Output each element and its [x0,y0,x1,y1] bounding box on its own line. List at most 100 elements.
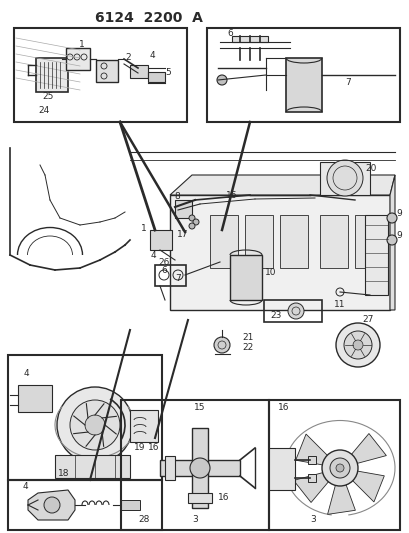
Circle shape [352,340,362,350]
Text: 3: 3 [192,515,198,524]
Text: 22: 22 [241,343,253,352]
Circle shape [44,497,60,513]
Circle shape [386,213,396,223]
Circle shape [216,75,227,85]
Text: 4: 4 [150,251,155,260]
Bar [229,255,261,300]
Text: 26: 26 [157,257,169,266]
Text: 25: 25 [42,92,53,101]
Circle shape [85,415,105,435]
Circle shape [335,323,379,367]
Bar [150,230,172,250]
Bar [8,355,162,480]
Polygon shape [389,175,394,310]
Text: 4: 4 [149,51,155,60]
Text: 2: 2 [125,52,130,61]
Polygon shape [293,471,334,503]
Circle shape [321,450,357,486]
Circle shape [386,235,396,245]
Text: 4: 4 [24,368,29,377]
Text: 21: 21 [241,334,253,343]
Polygon shape [344,433,385,465]
Polygon shape [170,175,394,195]
Text: 27: 27 [361,316,373,325]
Bar [231,36,267,42]
Bar [319,162,369,195]
Polygon shape [28,490,75,520]
Text: 9: 9 [395,208,401,217]
Text: 28: 28 [138,515,149,524]
Circle shape [329,458,349,478]
Bar [155,265,186,286]
Text: 15: 15 [194,403,205,413]
Bar [148,72,164,82]
Bar [319,215,347,268]
Bar [188,493,211,503]
Bar [36,58,68,92]
Bar [191,428,207,508]
Polygon shape [295,434,332,466]
Bar [268,400,399,530]
Polygon shape [327,475,355,514]
Text: 6: 6 [227,28,232,37]
Bar [18,385,52,412]
Text: 1: 1 [141,223,146,232]
Circle shape [189,223,195,229]
Circle shape [175,203,184,211]
Bar [120,500,139,510]
Bar [55,455,130,478]
Circle shape [213,337,229,353]
Bar [279,215,307,268]
Text: 23: 23 [270,311,281,320]
Text: 20: 20 [364,164,375,173]
Bar [66,48,90,70]
Text: 1: 1 [79,39,85,49]
Text: 16: 16 [218,494,229,503]
Bar [364,215,387,295]
Text: 4: 4 [22,482,28,491]
Bar [268,448,294,490]
Circle shape [189,458,209,478]
Text: 19: 19 [134,443,145,453]
Bar [96,60,118,82]
Text: 17: 17 [177,230,188,238]
Text: 18: 18 [58,469,70,478]
Bar [164,456,175,480]
Circle shape [189,215,195,221]
Text: 7: 7 [344,77,350,86]
Text: 10: 10 [264,268,276,277]
Bar [14,28,187,122]
Circle shape [193,219,198,225]
Text: 8: 8 [174,191,180,200]
Circle shape [57,387,133,463]
Text: 16: 16 [148,443,159,453]
Circle shape [335,464,343,472]
Text: 3: 3 [309,515,315,524]
Bar [175,200,191,218]
Bar [285,58,321,112]
Polygon shape [346,470,383,502]
Bar [8,480,162,530]
Text: 16: 16 [226,190,237,199]
Bar [307,474,315,482]
Circle shape [287,303,303,319]
Text: 5: 5 [165,68,171,77]
Text: 6124  2200  A: 6124 2200 A [95,11,202,25]
Bar [307,456,315,464]
Bar [245,215,272,268]
Bar [209,215,237,268]
Circle shape [343,331,371,359]
Text: 16: 16 [277,403,289,413]
Bar [130,410,157,442]
Bar [121,400,268,530]
Bar [160,460,239,476]
Text: 11: 11 [333,300,345,309]
Bar [130,65,148,78]
Circle shape [326,160,362,196]
Bar [263,300,321,322]
Bar [170,195,389,310]
Text: 24: 24 [38,106,49,115]
Circle shape [70,400,120,450]
Text: 9: 9 [395,230,401,239]
Text: 7: 7 [175,273,180,282]
